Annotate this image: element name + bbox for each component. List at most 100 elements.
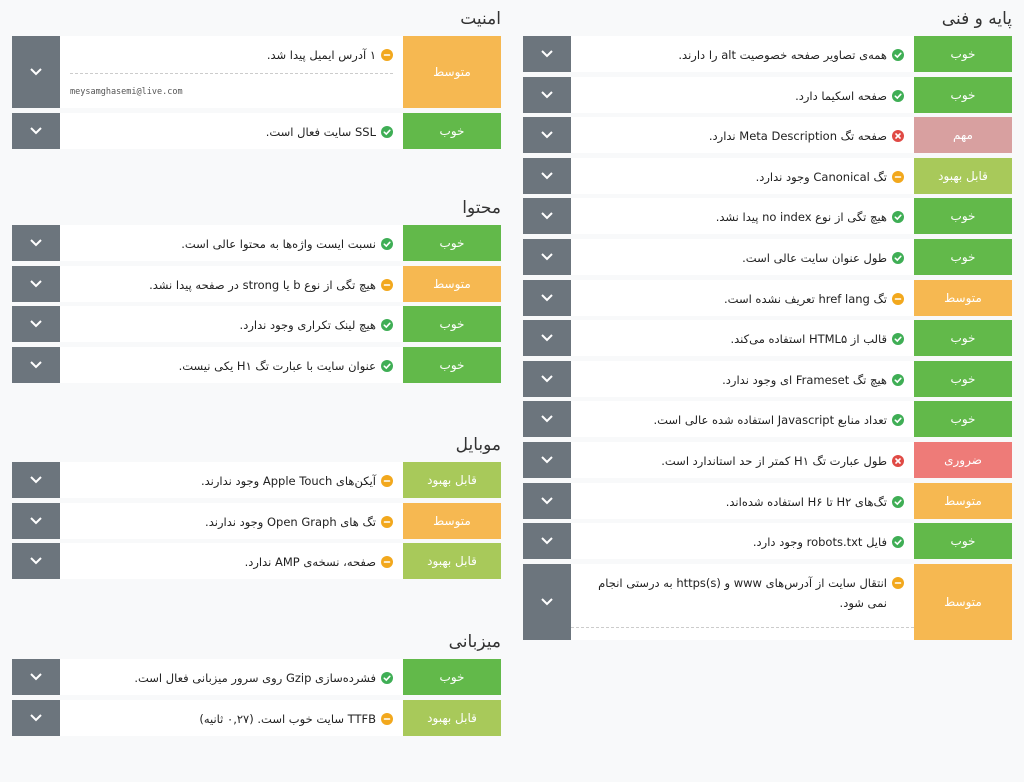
- status-icon: [892, 536, 904, 549]
- chevron: [541, 212, 553, 220]
- chevron: [541, 598, 553, 606]
- text: فایل robots.txt وجود دارد.: [752, 535, 887, 550]
- rows: متوسط ۱ آدرس ایمیل پیدا شد. meysamghasemi@…: [12, 36, 501, 149]
- expand-button[interactable]: [12, 265, 60, 302]
- status-badge: خوب: [403, 346, 501, 383]
- result-row: خوب قالب از HTML۵ استفاده می‌کند.: [523, 320, 1012, 357]
- status-icon: [892, 251, 904, 264]
- result-line: قالب از HTML۵ استفاده می‌کند.: [581, 329, 904, 349]
- result-row: خوب فایل robots.txt وجود دارد.: [523, 523, 1012, 560]
- expand-button[interactable]: [523, 238, 571, 275]
- result-line: تگ های Open Graph وجود ندارند.: [70, 512, 393, 532]
- expand-button[interactable]: [523, 117, 571, 154]
- status-badge: متوسط: [914, 482, 1012, 519]
- expand-button[interactable]: [523, 401, 571, 438]
- result-row: خوب نسبت ایست واژه‌ها به محتوا عالی است.: [12, 225, 501, 261]
- rows: خوب نسبت ایست واژه‌ها به محتوا عالی است. م…: [12, 225, 501, 383]
- text: ۱ آدرس ایمیل پیدا شد.: [266, 48, 376, 62]
- status-icon: [892, 170, 904, 183]
- chevron: [30, 673, 42, 681]
- text: هیچ لینک تکراری وجود ندارد.: [239, 318, 376, 333]
- text: هیچ تگ Frameset ای وجود ندارد.: [722, 372, 887, 387]
- status-icon: [381, 556, 393, 569]
- result-text: نسبت ایست واژه‌ها به محتوا عالی است.: [60, 225, 403, 261]
- result-row: قابل بهبود صفحه، نسخه‌ی AMP ندارد.: [12, 543, 501, 580]
- result-text: قالب از HTML۵ استفاده می‌کند.: [571, 320, 914, 356]
- expand-button[interactable]: [523, 563, 571, 640]
- result-text: تگ‌های H۲ تا H۶ استفاده شده‌اند.: [571, 483, 914, 519]
- chevron: [30, 516, 42, 525]
- expand-button[interactable]: [523, 441, 571, 478]
- status-badge: خوب: [914, 401, 1012, 438]
- status-icon: [381, 515, 393, 528]
- status-badge: متوسط: [403, 265, 501, 302]
- result-row: خوب SSL سایت فعال است.: [12, 112, 501, 149]
- expand-button[interactable]: [523, 76, 571, 113]
- expand-button[interactable]: [12, 36, 60, 108]
- expand-button[interactable]: [523, 198, 571, 235]
- result-text: همه‌ی تصاویر صفحه خصوصیت alt را دارند.: [571, 36, 914, 72]
- expand-button[interactable]: [523, 279, 571, 316]
- result-line: ۱ آدرس ایمیل پیدا شد.: [70, 45, 393, 65]
- result-line: فشرده‌سازی Gzip روی سرور میزبانی فعال اس…: [70, 668, 393, 688]
- expand-button[interactable]: [12, 659, 60, 695]
- chevron: [541, 50, 553, 58]
- result-row: متوسط تگ href lang تعریف نشده است.: [523, 279, 1012, 316]
- status-icon: [892, 576, 904, 589]
- status-badge: خوب: [403, 112, 501, 149]
- status-badge: خوب: [403, 659, 501, 695]
- expand-button[interactable]: [12, 112, 60, 149]
- status-icon: [892, 333, 904, 346]
- text: صفحه، نسخه‌ی AMP ندارد.: [244, 555, 376, 570]
- result-line: تگ‌های H۲ تا H۶ استفاده شده‌اند.: [581, 492, 904, 512]
- expand-button[interactable]: [523, 360, 571, 397]
- expand-button[interactable]: [523, 320, 571, 357]
- expand-button[interactable]: [523, 36, 571, 72]
- status-icon: [892, 211, 904, 224]
- text: TTFB سایت خوب است. (۰,۲۷ ثانیه): [199, 711, 376, 726]
- status-icon: [892, 292, 904, 305]
- status-badge: ضروری: [914, 441, 1012, 478]
- result-row: خوب صفحه اسکیما دارد.: [523, 76, 1012, 113]
- status-badge: قابل بهبود: [914, 157, 1012, 194]
- result-text: تگ های Open Graph وجود ندارند.: [60, 503, 403, 539]
- result-line: عنوان سایت با عبارت تگ H۱ یکی نیست.: [70, 356, 393, 376]
- expand-button[interactable]: [12, 543, 60, 580]
- result-row: خوب هیچ لینک تکراری وجود ندارد.: [12, 306, 501, 343]
- result-text: عنوان سایت با عبارت تگ H۱ یکی نیست.: [60, 347, 403, 383]
- section: پایه و فنی خوب همه‌ی تصاویر صفحه خصوصیت al…: [523, 8, 1012, 640]
- chevron: [541, 496, 553, 504]
- result-row: قابل بهبود TTFB سایت خوب است. (۰,۲۷ ثانیه…: [12, 699, 501, 736]
- result-text: SSL سایت فعال است.: [60, 113, 403, 149]
- result-text: TTFB سایت خوب است. (۰,۲۷ ثانیه): [60, 700, 403, 736]
- result-text: هیچ لینک تکراری وجود ندارد.: [60, 306, 403, 342]
- expand-button[interactable]: [12, 225, 60, 261]
- expand-button[interactable]: [12, 699, 60, 736]
- result-line: هیچ تگ Frameset ای وجود ندارد.: [581, 370, 904, 390]
- result-text: هیچ تگی از نوع no index پیدا نشد.: [571, 198, 914, 234]
- result-line: طول عبارت تگ H۱ کمتر از حد استاندارد است…: [581, 451, 904, 471]
- result-line: همه‌ی تصاویر صفحه خصوصیت alt را دارند.: [581, 45, 904, 65]
- result-row: خوب هیچ تگی از نوع no index پیدا نشد.: [523, 198, 1012, 235]
- result-line: نسبت ایست واژه‌ها به محتوا عالی است.: [70, 234, 393, 254]
- text: عنوان سایت با عبارت تگ H۱ یکی نیست.: [178, 358, 376, 373]
- chevron: [541, 253, 553, 261]
- result-row: قابل بهبود آیکن‌های Apple Touch وجود ندار…: [12, 462, 501, 498]
- chevron: [541, 131, 553, 139]
- result-row: متوسط تگ‌های H۲ تا H۶ استفاده شده‌اند.: [523, 482, 1012, 519]
- expand-button[interactable]: [12, 346, 60, 383]
- status-badge: خوب: [914, 36, 1012, 72]
- result-line: فایل robots.txt وجود دارد.: [581, 532, 904, 552]
- expand-button[interactable]: [12, 462, 60, 498]
- expand-button[interactable]: [523, 482, 571, 519]
- rows: قابل بهبود آیکن‌های Apple Touch وجود ندار…: [12, 462, 501, 580]
- result-text: ۱ آدرس ایمیل پیدا شد. meysamghasemi@live.…: [60, 36, 403, 108]
- expand-button[interactable]: [12, 306, 60, 343]
- result-row: متوسط تگ های Open Graph وجود ندارند.: [12, 502, 501, 539]
- expand-button[interactable]: [12, 502, 60, 539]
- expand-button[interactable]: [523, 523, 571, 560]
- result-line: تگ Canonical وجود ندارد.: [581, 167, 904, 187]
- expand-button[interactable]: [523, 157, 571, 194]
- text: تگ‌های H۲ تا H۶ استفاده شده‌اند.: [725, 494, 887, 509]
- text: صفحه تگ Meta Description ندارد.: [708, 129, 887, 144]
